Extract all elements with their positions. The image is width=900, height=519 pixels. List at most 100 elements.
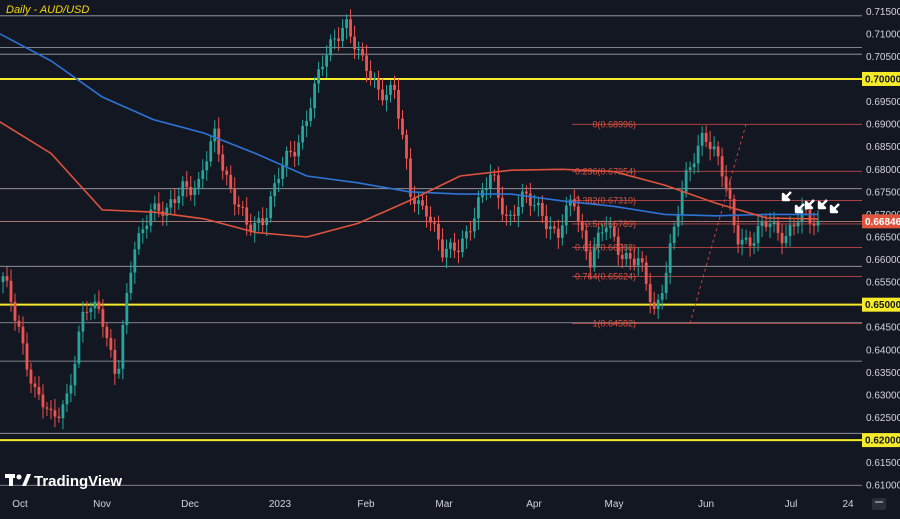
candle-body bbox=[253, 223, 257, 232]
candle-body bbox=[129, 272, 133, 294]
candle-body bbox=[500, 197, 504, 215]
candle-body bbox=[816, 220, 820, 226]
annotation-arrows bbox=[781, 191, 840, 214]
x-axis-tick-label: May bbox=[605, 499, 624, 510]
candle-body bbox=[808, 210, 812, 224]
fib-level-label: 0.764(0.65624) bbox=[575, 272, 636, 282]
y-axis-tick-label: 0.71000 bbox=[866, 29, 900, 40]
candle-body bbox=[652, 302, 656, 309]
y-axis-tick-label: 0.69500 bbox=[866, 97, 900, 108]
candle-body bbox=[441, 239, 444, 258]
candle-body bbox=[369, 70, 372, 79]
candle-body bbox=[77, 331, 81, 364]
candle-body bbox=[397, 90, 400, 119]
candle-body bbox=[437, 223, 440, 240]
candle-body bbox=[321, 66, 325, 70]
candle-body bbox=[361, 48, 364, 56]
candle-body bbox=[592, 247, 596, 268]
candle-body bbox=[516, 206, 520, 216]
candle-body bbox=[65, 393, 69, 405]
candle-body bbox=[492, 174, 496, 176]
candle-body bbox=[496, 175, 500, 198]
candle-body bbox=[169, 199, 173, 208]
candle-body bbox=[265, 218, 269, 226]
candle-body bbox=[21, 326, 25, 344]
candle-body bbox=[588, 251, 592, 268]
x-axis-tick-label: Nov bbox=[93, 499, 111, 510]
candle-body bbox=[137, 233, 141, 250]
candle-body bbox=[241, 206, 245, 208]
candle-body bbox=[109, 337, 113, 350]
candle-body bbox=[812, 223, 816, 226]
tradingview-icon bbox=[5, 474, 31, 486]
fib-level-label: 1(0.64582) bbox=[592, 319, 636, 329]
candle-body bbox=[760, 221, 764, 226]
candle-body bbox=[473, 218, 476, 232]
candle-body bbox=[93, 301, 97, 309]
candle-body bbox=[29, 369, 33, 384]
candle-body bbox=[696, 145, 700, 164]
candles bbox=[1, 9, 820, 430]
candle-body bbox=[768, 223, 772, 228]
candle-body bbox=[73, 363, 77, 386]
candle-body bbox=[333, 38, 336, 40]
y-axis-tick-label: 0.66000 bbox=[866, 255, 900, 266]
tradingview-logo[interactable]: TradingView bbox=[5, 473, 122, 490]
calendar-icon[interactable] bbox=[872, 498, 886, 510]
candle-body bbox=[41, 394, 45, 408]
candle-body bbox=[656, 299, 660, 309]
candle-body bbox=[337, 38, 340, 42]
x-axis[interactable]: Oct Nov Dec 2023 Feb Mar Apr May Jun Jul 24 bbox=[0, 492, 900, 514]
candle-body bbox=[708, 141, 712, 150]
candle-body bbox=[57, 416, 61, 419]
candle-body bbox=[213, 128, 217, 142]
candle-body bbox=[620, 254, 624, 259]
candle-body bbox=[504, 214, 508, 216]
candle-body bbox=[445, 248, 448, 258]
candle-body bbox=[792, 224, 796, 227]
candle-body bbox=[684, 170, 688, 192]
candle-body bbox=[53, 410, 57, 417]
candle-body bbox=[680, 191, 684, 216]
x-axis-tick-label: 2023 bbox=[269, 499, 292, 510]
candle-body bbox=[512, 214, 516, 216]
y-axis-tick-label: 0.68500 bbox=[866, 142, 900, 153]
key-level-badge-label: 0.70000 bbox=[865, 74, 900, 85]
y-axis-tick-label: 0.71500 bbox=[866, 7, 900, 18]
candle-body bbox=[1, 276, 5, 283]
candle-body bbox=[688, 167, 692, 171]
candle-body bbox=[229, 174, 233, 189]
candle-body bbox=[149, 209, 153, 226]
candle-body bbox=[596, 232, 600, 248]
candle-body bbox=[393, 84, 396, 91]
candle-body bbox=[624, 253, 628, 259]
candle-body bbox=[113, 349, 117, 374]
candle-body bbox=[409, 158, 412, 197]
candle-body bbox=[784, 235, 788, 244]
candle-body bbox=[209, 141, 213, 162]
fib-level-label: 0(0.68996) bbox=[592, 119, 636, 129]
candle-body bbox=[197, 178, 201, 188]
candle-body bbox=[764, 221, 768, 228]
candle-body bbox=[165, 207, 169, 216]
candle-body bbox=[249, 224, 253, 232]
candle-body bbox=[5, 276, 9, 281]
candle-body bbox=[85, 311, 89, 313]
candle-body bbox=[193, 187, 197, 196]
candle-body bbox=[205, 161, 209, 171]
candle-body bbox=[788, 224, 792, 236]
candle-body bbox=[628, 253, 632, 259]
candle-body bbox=[353, 36, 356, 50]
candle-body bbox=[672, 226, 676, 244]
candle-body bbox=[145, 225, 149, 230]
candle-body bbox=[357, 48, 360, 50]
candle-body bbox=[532, 205, 536, 207]
candle-body bbox=[233, 188, 237, 205]
candle-body bbox=[489, 174, 492, 189]
candle-body bbox=[61, 404, 65, 419]
candle-body bbox=[201, 170, 205, 179]
candle-body bbox=[796, 222, 800, 227]
